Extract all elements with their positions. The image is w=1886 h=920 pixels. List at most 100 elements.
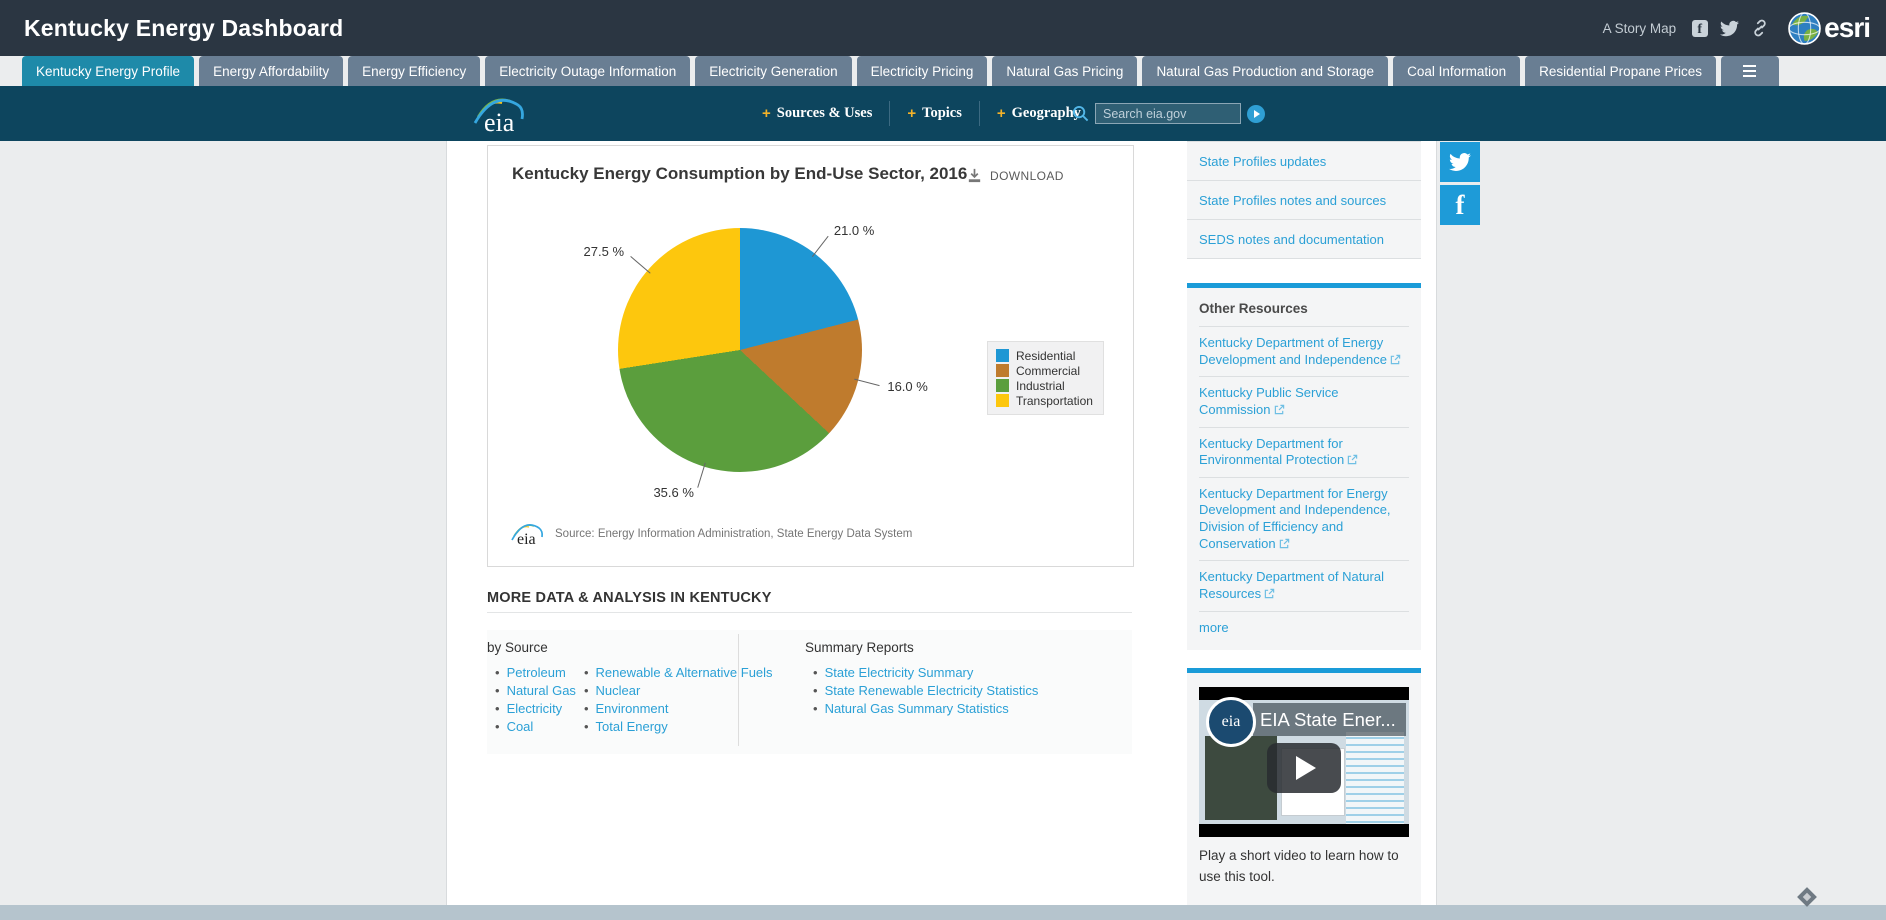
link-renewable-alternative-fuels[interactable]: • Renewable & Alternative Fuels xyxy=(576,663,773,681)
tab-energy-affordability[interactable]: Energy Affordability xyxy=(199,56,344,86)
more-data-links: by Source • Petroleum • Natural Gas • Electri… xyxy=(487,630,1132,754)
divider xyxy=(1199,326,1409,327)
resource-link-label: Kentucky Department for Environmental Pr… xyxy=(1199,435,1345,468)
video-title: EIA State Ener... xyxy=(1253,703,1406,736)
tab-natural-gas-pricing[interactable]: Natural Gas Pricing xyxy=(992,56,1138,86)
link-label: State Electricity Summary xyxy=(824,664,974,680)
tab-coal-information[interactable]: Coal Information xyxy=(1393,56,1521,86)
resource-link-kentucky-department-for-environmental-pr[interactable]: Kentucky Department for Environmental Pr… xyxy=(1199,428,1409,478)
link-share-icon[interactable] xyxy=(1750,19,1769,38)
tab-electricity-generation[interactable]: Electricity Generation xyxy=(695,56,852,86)
by-source-col-1: • Petroleum • Natural Gas • Electricity • Coal xyxy=(487,663,576,735)
resource-link-kentucky-department-of-natural-resources[interactable]: Kentucky Department of Natural Resources xyxy=(1199,561,1409,612)
link-natural-gas-summary-statistics[interactable]: • Natural Gas Summary Statistics xyxy=(805,699,1038,717)
resource-link-label: Kentucky Department of Natural Resources xyxy=(1199,569,1384,601)
menu-icon xyxy=(1743,65,1757,67)
tab-electricity-pricing[interactable]: Electricity Pricing xyxy=(856,56,988,86)
summary-reports-list: • State Electricity Summary • State Renewab… xyxy=(805,663,1038,717)
eia-nav-geography[interactable]: + Geography xyxy=(980,105,1098,122)
footer-bar xyxy=(0,905,1886,920)
nav-item-label: Sources & Uses xyxy=(776,105,873,121)
go-arrow-icon xyxy=(1254,109,1260,118)
pie-label-transportation: 27.5 % xyxy=(583,244,625,260)
link-state-renewable-electricity-statistics[interactable]: • State Renewable Electricity Statistics xyxy=(805,681,1038,699)
video-screenshot-panel xyxy=(1346,732,1404,824)
link-state-electricity-summary[interactable]: • State Electricity Summary xyxy=(805,663,1038,681)
link-natural-gas[interactable]: • Natural Gas xyxy=(487,681,576,699)
video-screenshot-map xyxy=(1205,736,1277,820)
link-label: State Renewable Electricity Statistics xyxy=(824,682,1039,698)
eia-logo[interactable]: eia xyxy=(472,92,528,136)
download-button[interactable]: DOWNLOAD xyxy=(966,167,1064,184)
search-input[interactable] xyxy=(1095,103,1241,124)
page-title: Kentucky Energy Dashboard xyxy=(24,15,344,41)
external-link-icon xyxy=(1274,404,1284,415)
pie-label-residential: 21.0 % xyxy=(833,223,875,239)
search-go-button[interactable] xyxy=(1247,104,1265,123)
facebook-share-button[interactable]: f xyxy=(1440,185,1480,225)
nav-separator xyxy=(978,101,980,126)
video-thumbnail[interactable]: eia EIA State Ener... xyxy=(1199,687,1409,837)
chart-panel: Kentucky Energy Consumption by End-Use S… xyxy=(487,145,1134,567)
download-label: DOWNLOAD xyxy=(990,168,1064,183)
resource-link-kentucky-department-of-energy-developmen[interactable]: Kentucky Department of Energy Developmen… xyxy=(1199,327,1409,378)
external-link-icon xyxy=(1264,588,1275,599)
sidebar-link-state-profiles-notes-and-sources[interactable]: State Profiles notes and sources xyxy=(1187,181,1421,220)
link-nuclear[interactable]: • Nuclear xyxy=(576,681,773,699)
chart-source-row: eia Source: Energy Information Administr… xyxy=(510,520,912,547)
link-environment[interactable]: • Environment xyxy=(576,699,773,717)
video-caption: Play a short video to learn how to use t… xyxy=(1199,848,1399,884)
sidebar-top-links: State Profiles updates State Profiles not… xyxy=(1187,141,1421,259)
legend-label: Transportation xyxy=(1016,393,1093,408)
tab-kentucky-energy-profile[interactable]: Kentucky Energy Profile xyxy=(22,56,195,86)
link-total-energy[interactable]: • Total Energy xyxy=(576,717,773,735)
legend-label: Commercial xyxy=(1016,363,1081,378)
link-label: Petroleum xyxy=(506,664,566,680)
sidebar-link-state-profiles-updates[interactable]: State Profiles updates xyxy=(1187,142,1421,181)
plus-icon: + xyxy=(996,105,1006,122)
link-label: Electricity xyxy=(506,700,563,716)
link-label: Environment xyxy=(595,700,669,716)
chart-title: Kentucky Energy Consumption by End-Use S… xyxy=(512,164,968,183)
download-icon xyxy=(968,168,981,183)
external-link-icon xyxy=(1390,354,1401,364)
link-coal[interactable]: • Coal xyxy=(487,717,576,735)
pie-chart xyxy=(618,228,862,472)
nav-item-label: Geography xyxy=(1011,105,1081,121)
menu-icon xyxy=(1743,75,1757,77)
tab-natural-gas-production-and-storage[interactable]: Natural Gas Production and Storage xyxy=(1142,56,1389,86)
resource-link-kentucky-department-for-energy-developme[interactable]: Kentucky Department for Energy Developme… xyxy=(1199,478,1409,562)
link-petroleum[interactable]: • Petroleum xyxy=(487,663,576,681)
link-icon xyxy=(1754,19,1766,37)
legend-label: Residential xyxy=(1016,348,1076,363)
play-button[interactable] xyxy=(1267,743,1341,793)
vertical-divider xyxy=(738,634,739,746)
bullet: • xyxy=(495,682,500,698)
tab-energy-efficiency[interactable]: Energy Efficiency xyxy=(348,56,481,86)
tab-residential-propane-prices[interactable]: Residential Propane Prices xyxy=(1525,56,1716,86)
chart-source-note: Source: Energy Information Administratio… xyxy=(555,527,913,540)
tab-electricity-outage-information[interactable]: Electricity Outage Information xyxy=(485,56,691,86)
more-link[interactable]: more xyxy=(1199,619,1229,635)
other-resources-links: Kentucky Department of Energy Developmen… xyxy=(1199,327,1409,612)
esri-diamond-icon[interactable] xyxy=(1797,887,1817,907)
sidebar-link-seds-notes-and-documentation[interactable]: SEDS notes and documentation xyxy=(1187,220,1421,259)
eia-nav-sources-uses[interactable]: + Sources & Uses xyxy=(745,105,889,122)
tab-menu-button[interactable] xyxy=(1720,56,1779,86)
resource-link-kentucky-public-service-commission[interactable]: Kentucky Public Service Commission xyxy=(1199,377,1409,428)
facebook-share-icon[interactable]: f xyxy=(1690,19,1709,38)
twitter-share-icon[interactable] xyxy=(1720,19,1740,38)
esri-logo[interactable]: esri xyxy=(1788,11,1871,45)
link-electricity[interactable]: • Electricity xyxy=(487,699,576,717)
eia-nav-topics[interactable]: + Topics xyxy=(890,105,979,122)
esri-wordmark: esri xyxy=(1824,12,1871,43)
eia-search xyxy=(1072,103,1265,124)
bullet: • xyxy=(813,682,818,698)
header-right-cluster: A Story Map f esri xyxy=(1603,0,1871,56)
bullet: • xyxy=(813,700,818,716)
legend-swatch xyxy=(996,364,1009,377)
bullet: • xyxy=(583,700,589,716)
twitter-share-button[interactable] xyxy=(1440,142,1480,182)
link-label: Renewable & Alternative Fuels xyxy=(595,664,773,680)
